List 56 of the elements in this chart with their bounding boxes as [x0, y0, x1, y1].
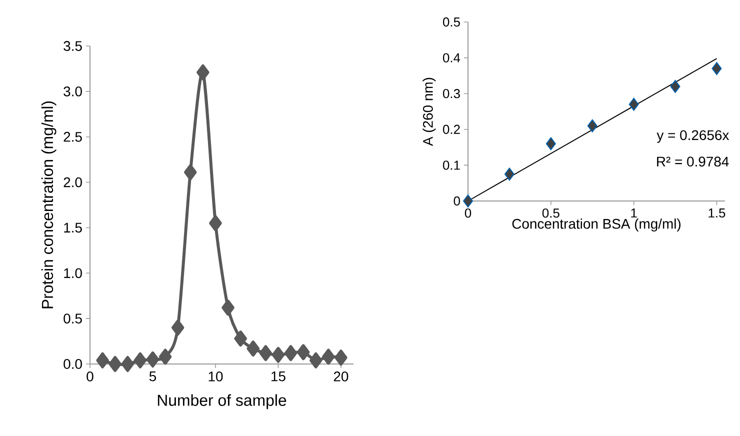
- x-axis-title: Concentration BSA (mg/ml): [512, 218, 680, 232]
- point: [334, 350, 348, 366]
- y-tick-label: 0.3: [442, 89, 460, 98]
- point: [670, 80, 680, 93]
- point: [184, 164, 197, 180]
- point: [504, 168, 514, 181]
- y-tick-label: 0.4: [442, 53, 460, 62]
- y-tick-label: 3.0: [64, 86, 82, 96]
- point: [134, 352, 147, 368]
- y-tick-label: 0.5: [442, 17, 460, 27]
- point: [463, 194, 474, 208]
- annotation: y = 0.2656x: [656, 130, 730, 143]
- point: [234, 330, 247, 347]
- point: [108, 356, 122, 372]
- point: [121, 356, 134, 372]
- x-tick-label: 20: [334, 372, 348, 382]
- point: [246, 340, 260, 357]
- x-tick-label: 0: [86, 372, 94, 382]
- y-axis-title: A (260 nm): [422, 78, 436, 146]
- point: [259, 345, 272, 362]
- point: [322, 348, 335, 365]
- x-tick-label: 10: [208, 372, 223, 382]
- x-tick-label: 15: [272, 372, 286, 382]
- y-tick-label: 0.0: [64, 359, 82, 369]
- point: [712, 62, 722, 76]
- y-tick-label: 1.5: [64, 222, 82, 233]
- y-axis-title: Protein concentration (mg/ml): [41, 101, 56, 308]
- point: [96, 352, 109, 368]
- point: [546, 137, 556, 150]
- x-tick-label: 1.5: [708, 208, 726, 218]
- point: [158, 348, 172, 365]
- y-tick-label: 0.1: [442, 160, 460, 170]
- x-tick-label: 0: [464, 208, 472, 218]
- y-tick-label: 0: [454, 196, 460, 206]
- annotation: R² = 0.9784: [657, 156, 729, 167]
- y-tick-label: 1.0: [64, 268, 82, 278]
- point: [628, 98, 639, 111]
- point: [209, 215, 222, 232]
- point: [222, 300, 234, 316]
- point: [309, 352, 322, 368]
- point: [296, 344, 310, 360]
- point: [146, 351, 160, 368]
- y-tick-label: 0.2: [442, 124, 460, 134]
- y-tick-label: 2.0: [64, 177, 82, 188]
- x-tick-label: 1: [631, 208, 637, 218]
- point: [171, 320, 184, 336]
- y-tick-label: 2.5: [64, 132, 82, 142]
- point: [272, 346, 285, 363]
- point: [196, 64, 210, 80]
- point: [587, 119, 598, 132]
- x-axis-title: Number of sample: [158, 394, 286, 410]
- x-tick-label: 0.5: [542, 208, 560, 218]
- point: [284, 345, 298, 362]
- x-tick-label: 5: [149, 372, 156, 382]
- y-tick-label: 0.5: [64, 314, 82, 324]
- y-tick-label: 3.5: [64, 41, 82, 51]
